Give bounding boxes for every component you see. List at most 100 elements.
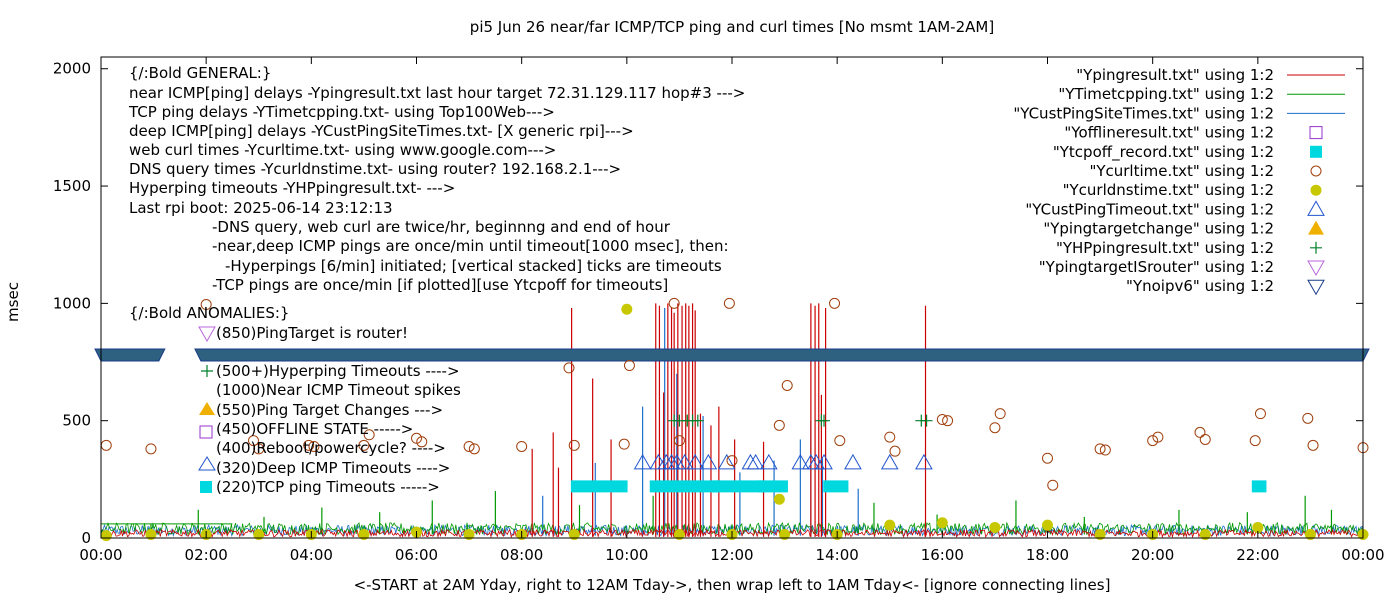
deep-icmp-timeout-mark-9 bbox=[741, 453, 760, 470]
dns-time-point-5 bbox=[358, 528, 370, 540]
x-tick-label-4: 08:00 bbox=[500, 546, 543, 564]
x-axis-label: <-START at 2AM Yday, right to 12AM Tday-… bbox=[354, 576, 1111, 594]
annotation-line-4: web curl times -Ycurltime.txt- using www… bbox=[129, 141, 556, 159]
dns-time-point-13 bbox=[773, 493, 785, 505]
dns-time-point-19 bbox=[1042, 519, 1053, 531]
curl-time-point-14 bbox=[563, 362, 575, 374]
dns-time-point-7 bbox=[463, 528, 475, 540]
curl-time-point-20 bbox=[723, 297, 735, 309]
legend-label-4: "Ytcpoff_record.txt" using 1:2 bbox=[1053, 143, 1274, 162]
curl-time-point-1 bbox=[145, 443, 157, 455]
anomaly-deep-timeout-icon bbox=[198, 456, 216, 471]
curl-time-point-18 bbox=[668, 297, 680, 309]
legend-swatch-10 bbox=[1307, 260, 1325, 277]
x-tick-label-6: 12:00 bbox=[710, 546, 753, 564]
hyperping-timeout-mark-6 bbox=[818, 414, 831, 427]
annotation-line-3: deep ICMP[ping] delays -YCustPingSiteTim… bbox=[129, 122, 634, 140]
curl-time-point-13 bbox=[516, 440, 528, 452]
legend-label-9: "YHPpingresult.txt" using 1:2 bbox=[1056, 239, 1274, 257]
anomaly-target-change-icon bbox=[199, 402, 215, 415]
chart-title: pi5 Jun 26 near/far ICMP/TCP ping and cu… bbox=[470, 18, 994, 36]
curl-time-point-8 bbox=[363, 429, 375, 441]
x-tick-label-10: 20:00 bbox=[1131, 546, 1174, 564]
annotation-line-12: {/:Bold ANOMALIES:} bbox=[129, 304, 289, 322]
dns-time-point-22 bbox=[1199, 528, 1211, 540]
legend-label-0: "Ypingresult.txt" using 1:2 bbox=[1076, 66, 1274, 84]
annotation-line-18: (400)Reboot/powercycle? ----> bbox=[216, 439, 446, 457]
legend-swatch-3 bbox=[1309, 126, 1323, 140]
y-tick-label-1: 500 bbox=[62, 412, 91, 430]
curl-time-point-4 bbox=[253, 443, 265, 455]
deep-icmp-timeout-mark-6 bbox=[686, 453, 705, 470]
x-tick-label-3: 06:00 bbox=[395, 546, 438, 564]
x-tick-label-11: 22:00 bbox=[1236, 546, 1279, 564]
hyperping-timeout-mark-8 bbox=[920, 414, 933, 427]
annotation-line-20: (220)TCP ping Timeouts -----> bbox=[216, 478, 440, 496]
curl-time-point-39 bbox=[1199, 433, 1211, 445]
x-tick-label-1: 02:00 bbox=[185, 546, 228, 564]
tcp-timeout-mark-1 bbox=[649, 480, 720, 493]
dns-time-point-23 bbox=[1252, 521, 1264, 533]
deep-icmp-timeout-mark-7 bbox=[699, 453, 718, 470]
legend-label-11: "Ynoipv6" using 1:2 bbox=[1126, 277, 1274, 295]
curl-time-point-22 bbox=[773, 419, 785, 431]
deep-icmp-timeout-mark-12 bbox=[791, 453, 810, 470]
deep-icmp-timeout-mark-17 bbox=[880, 453, 899, 470]
anomaly-router-icon bbox=[198, 326, 216, 343]
curl-time-point-32 bbox=[1042, 452, 1053, 464]
dns-time-point-14 bbox=[779, 528, 791, 540]
curl-time-point-30 bbox=[989, 422, 1001, 434]
noipv6-band-0 bbox=[94, 348, 166, 362]
legend-swatch-9 bbox=[1310, 241, 1322, 254]
dns-time-point-17 bbox=[936, 517, 948, 529]
curl-time-point-34 bbox=[1094, 443, 1106, 455]
deep-icmp-timeout-mark-5 bbox=[675, 453, 694, 470]
y-tick-label-3: 1500 bbox=[53, 177, 91, 195]
annotation-line-7: Last rpi boot: 2025-06-14 23:12:13 bbox=[129, 199, 393, 217]
curl-time-point-42 bbox=[1302, 412, 1314, 424]
x-tick-label-7: 14:00 bbox=[816, 546, 859, 564]
x-tick-label-0: 00:00 bbox=[79, 546, 122, 564]
dns-time-point-11 bbox=[673, 528, 685, 540]
annotation-line-13: (850)PingTarget is router! bbox=[216, 324, 408, 342]
dns-time-point-16 bbox=[884, 519, 896, 531]
curl-time-point-40 bbox=[1249, 435, 1261, 447]
annotation-line-1: near ICMP[ping] delays -Ypingresult.txt … bbox=[129, 84, 745, 102]
annotation-line-5: DNS query times -Ycurldnstime.txt- using… bbox=[129, 160, 621, 178]
legend-label-1: "YTimetcpping.txt" using 1:2 bbox=[1058, 85, 1274, 103]
curl-time-point-16 bbox=[618, 438, 630, 450]
curl-time-point-28 bbox=[936, 414, 948, 426]
axis-ticks: 00:00 02:00 04:00 06:00 08:00 10:00 12:00 14:00… bbox=[53, 57, 1385, 564]
curl-time-point-10 bbox=[416, 436, 428, 448]
dns-time-point-3 bbox=[253, 528, 265, 540]
deep-icmp-timeout-mark-0 bbox=[633, 453, 652, 470]
deep-icmp-timeout-mark-16 bbox=[844, 453, 862, 470]
annotation-line-14: (500+)Hyperping Timeouts ----> bbox=[216, 362, 460, 380]
hyperping-timeout-mark-4 bbox=[691, 414, 704, 427]
curl-time-point-12 bbox=[468, 443, 480, 455]
curl-time-point-31 bbox=[994, 408, 1006, 420]
curl-time-point-24 bbox=[829, 297, 841, 309]
dns-time-point-1 bbox=[145, 528, 157, 540]
curl-time-point-5 bbox=[303, 439, 315, 451]
x-tick-label-2: 04:00 bbox=[290, 546, 333, 564]
deep-icmp-timeout-mark-15 bbox=[815, 453, 833, 470]
curl-time-point-19 bbox=[673, 435, 685, 447]
curl-time-point-25 bbox=[834, 435, 846, 447]
curl-time-point-15 bbox=[568, 439, 580, 451]
tcp-timeout-mark-0 bbox=[570, 480, 628, 493]
deep-icmp-timeout-mark-8 bbox=[717, 453, 736, 470]
legend-swatch-7 bbox=[1307, 200, 1325, 216]
curl-time-point-33 bbox=[1047, 479, 1059, 491]
curl-time-point-2 bbox=[200, 299, 212, 311]
curl-time-point-11 bbox=[463, 440, 475, 452]
tcp-timeout-mark-4 bbox=[823, 480, 849, 493]
annotation-line-10: -Hyperpings [6/min] initiated; [vertical… bbox=[225, 257, 722, 275]
legend-label-7: "YCustPingTimeout.txt" using 1:2 bbox=[1025, 200, 1274, 218]
anomaly-offline-icon bbox=[199, 425, 213, 439]
deep-icmp-timeout-mark-10 bbox=[746, 453, 765, 470]
annotation-line-11: -TCP pings are once/min [if plotted][use… bbox=[212, 276, 668, 294]
curl-time-point-0 bbox=[100, 439, 112, 451]
dns-time-point-9 bbox=[568, 528, 580, 540]
